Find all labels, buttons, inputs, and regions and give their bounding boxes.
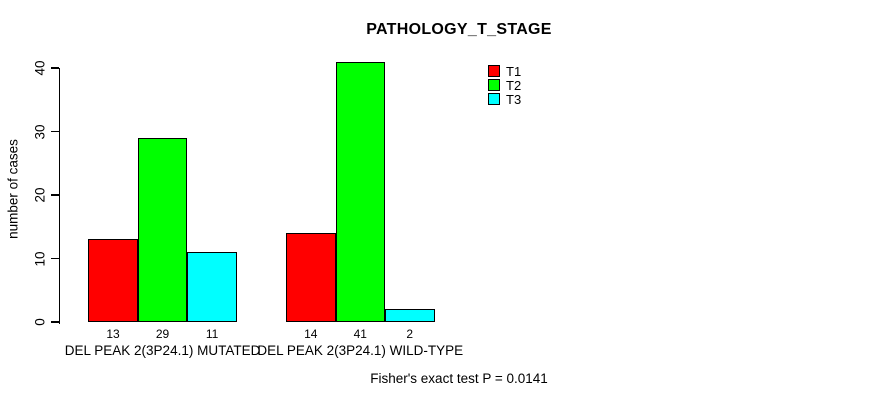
x-category-label: DEL PEAK 2(3P24.1) WILD-TYPE	[257, 343, 464, 358]
chart-title: PATHOLOGY_T_STAGE	[366, 21, 552, 38]
bar-value-label: 41	[353, 327, 367, 341]
y-tick	[50, 67, 59, 69]
y-axis-line	[58, 68, 60, 324]
y-tick	[50, 130, 59, 133]
bar-value-label: 2	[406, 327, 414, 341]
annotation-text: Fisher's exact test P = 0.0141	[370, 371, 548, 386]
bar-value-label: 11	[205, 327, 219, 341]
legend-label: T2	[506, 77, 522, 93]
x-category-label: DEL PEAK 2(3P24.1) MUTATED	[64, 343, 261, 358]
legend-label: T1	[506, 63, 522, 79]
bar-value-label: 29	[155, 327, 170, 341]
bar-t1-group2	[286, 233, 336, 322]
y-axis-title: number of cases	[5, 139, 21, 239]
y-tick	[50, 194, 59, 196]
bar-t2-group2	[335, 61, 385, 322]
y-tick-label: 0	[32, 318, 48, 326]
legend-item-t2: T2	[488, 78, 521, 92]
y-tick	[50, 321, 59, 323]
legend-swatch-t2	[488, 79, 500, 92]
legend-swatch-t1	[488, 65, 500, 78]
y-tick-label: 40	[32, 60, 48, 76]
y-tick-label: 30	[32, 123, 48, 140]
bar-t2-group1	[137, 137, 188, 322]
legend: T1 T2 T3	[488, 64, 521, 107]
bar-t1-group1	[88, 239, 138, 322]
y-tick-label: 10	[32, 250, 48, 267]
legend-label: T3	[506, 91, 522, 107]
legend-item-t1: T1	[488, 64, 521, 78]
y-tick-label: 20	[32, 187, 48, 203]
bar-value-label: 14	[304, 327, 318, 341]
bar-t3-group1	[187, 252, 237, 322]
legend-swatch-t3	[488, 93, 500, 106]
bar-t3-group2	[385, 309, 435, 322]
legend-item-t3: T3	[488, 92, 521, 106]
y-tick	[50, 257, 59, 260]
bar-value-label: 13	[106, 327, 120, 341]
